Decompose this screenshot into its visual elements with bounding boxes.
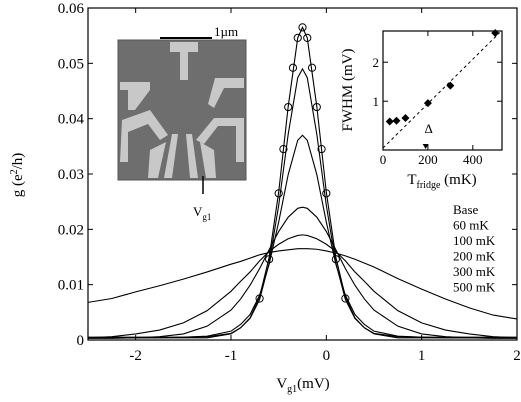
x-tick-label: 2 bbox=[513, 348, 521, 364]
data-point bbox=[446, 81, 455, 90]
x-tick-label: -2 bbox=[129, 348, 142, 364]
curve bbox=[88, 134, 517, 339]
fit-point bbox=[341, 294, 350, 303]
fit-point bbox=[284, 102, 293, 112]
inset-y-axis-label: FWHM (mV) bbox=[340, 49, 356, 132]
y-axis-label-unit: /h) bbox=[10, 153, 26, 170]
legend-label: 500 mK bbox=[453, 280, 496, 295]
y-tick-label: 0 bbox=[77, 333, 85, 349]
gate-label-sub: g1 bbox=[202, 212, 211, 222]
y-tick-label: 0.04 bbox=[58, 112, 85, 128]
x-tick-label: -1 bbox=[225, 348, 238, 364]
fit-point bbox=[293, 33, 302, 42]
y-axis-label: g (e2/h) bbox=[9, 153, 26, 198]
x-axis-label-main: V bbox=[276, 376, 287, 392]
data-point bbox=[423, 99, 432, 108]
x-axis-label-sub: g1 bbox=[287, 384, 297, 395]
inset-x-axis-label-sub: fridge bbox=[417, 180, 441, 191]
x-axis-label: Vg1(mV) bbox=[276, 376, 329, 395]
y-tick-label: 0.06 bbox=[58, 1, 85, 17]
curve bbox=[87, 234, 518, 339]
plot-frame bbox=[382, 30, 503, 151]
inset-x-axis-label-main: T bbox=[407, 172, 416, 188]
annotation-marker bbox=[422, 144, 429, 149]
data-point bbox=[491, 28, 500, 37]
y-tick-label: 1 bbox=[373, 94, 380, 109]
x-tick-label: 1 bbox=[418, 348, 426, 364]
x-tick-label: 0 bbox=[380, 152, 387, 167]
y-tick-label: 0.01 bbox=[58, 278, 84, 294]
fit-point bbox=[312, 102, 321, 112]
fit-point bbox=[265, 255, 274, 264]
y-axis-label-sup: 2 bbox=[9, 169, 20, 174]
gate-label: Vg1 bbox=[193, 204, 211, 222]
fit-point bbox=[274, 189, 283, 198]
fit-point bbox=[279, 145, 288, 154]
fit-point bbox=[331, 255, 340, 264]
data-point bbox=[401, 114, 410, 123]
x-tick-label: 0 bbox=[323, 348, 331, 364]
y-tick-label: 0.02 bbox=[58, 222, 84, 238]
inset-x-axis-label-unit: (mK) bbox=[440, 172, 476, 188]
fit-point bbox=[317, 145, 326, 154]
legend-label: 60 mK bbox=[453, 218, 489, 233]
gate-label-main: V bbox=[193, 204, 203, 219]
micrograph bbox=[117, 37, 247, 194]
inset-x-axis-label: Tfridge (mK) bbox=[407, 172, 476, 191]
x-tick-label: 200 bbox=[418, 152, 438, 167]
curve bbox=[88, 206, 517, 339]
data-point bbox=[385, 117, 394, 126]
y-axis-label-main: g (e bbox=[10, 174, 26, 197]
scale-label: 1µm bbox=[214, 24, 238, 39]
curve bbox=[87, 248, 518, 320]
micrograph-frame bbox=[117, 39, 247, 181]
legend-label: Base bbox=[453, 202, 479, 217]
x-tick-label: 400 bbox=[463, 152, 483, 167]
y-tick-label: 0.03 bbox=[58, 167, 84, 183]
fit-point bbox=[307, 63, 317, 72]
fit-point bbox=[303, 33, 312, 42]
legend-label: 100 mK bbox=[453, 233, 496, 248]
fit-point bbox=[298, 23, 307, 32]
fit-point bbox=[322, 189, 331, 198]
legend-label: 200 mK bbox=[453, 249, 496, 264]
y-tick-label: 2 bbox=[373, 55, 380, 70]
data-point bbox=[392, 116, 401, 125]
fit-point bbox=[255, 294, 264, 303]
y-tick-label: 0.05 bbox=[58, 56, 84, 72]
curve bbox=[88, 67, 517, 339]
x-axis-label-unit: (mV) bbox=[297, 376, 330, 392]
annotation-label: Δ bbox=[424, 121, 432, 136]
fit-point bbox=[288, 63, 298, 72]
gate-pattern bbox=[120, 42, 244, 178]
legend-label: 300 mK bbox=[453, 264, 496, 279]
